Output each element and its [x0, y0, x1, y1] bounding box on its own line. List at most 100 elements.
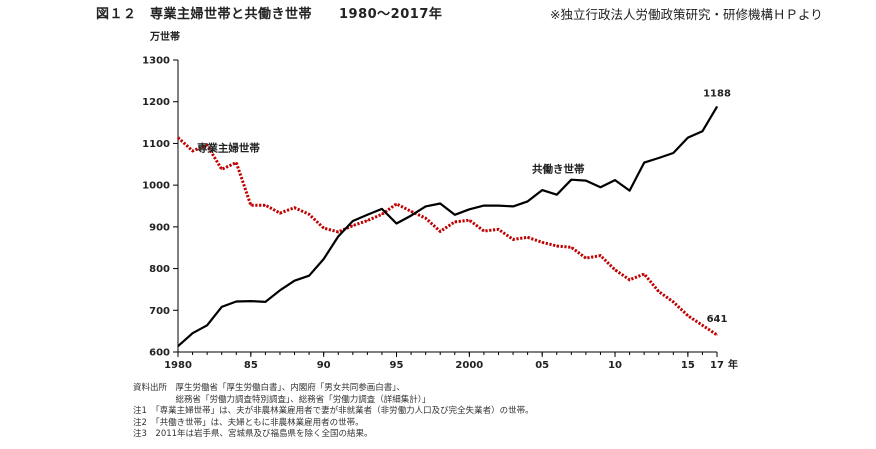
note-3: 注3 2011年は岩手県、宮城県及び福島県を除く全国の結果。 [133, 429, 373, 439]
data-point [352, 220, 354, 222]
data-point [454, 214, 456, 216]
data-point [643, 273, 645, 275]
x-tick-label: 10 [608, 360, 622, 371]
data-point [366, 214, 368, 216]
data-point [381, 213, 383, 215]
data-point [337, 235, 339, 238]
data-point [206, 144, 208, 146]
series-line-housewife [176, 136, 718, 337]
x-tick-label: 1980 [164, 360, 192, 371]
data-point [410, 214, 412, 217]
data-point [381, 208, 383, 210]
series-line-dual-income [177, 106, 718, 348]
data-point [221, 168, 223, 170]
footnotes: 資料出所 厚生労働省「厚生労働白書」、内閣府「男女共同参画白書」、 総務省「労働… [133, 383, 534, 441]
data-point [191, 332, 194, 334]
x-tick-label: 85 [244, 360, 258, 371]
data-point [556, 194, 558, 196]
note-source-continued: 総務省「労働力調査特別調査」、総務省「労働力調査（詳細集計）」 [133, 394, 431, 405]
data-point [323, 227, 325, 229]
data-point [687, 315, 689, 317]
data-point [293, 207, 296, 209]
data-point [643, 162, 645, 164]
data-point [658, 290, 660, 293]
data-point [454, 221, 456, 223]
data-point [250, 204, 252, 206]
data-point [352, 225, 354, 227]
data-point [235, 300, 237, 303]
data-point [468, 208, 470, 210]
data-point [439, 202, 441, 205]
data-point [614, 269, 616, 271]
x-axis-label: 年 [728, 358, 738, 371]
x-tick-label: 05 [535, 360, 549, 371]
x-tick-label: 2000 [455, 360, 483, 371]
data-point [701, 324, 704, 326]
series-label-housewife: 専業主婦世帯 [197, 142, 260, 155]
data-point [279, 289, 281, 291]
data-point [672, 301, 674, 303]
data-point [556, 245, 558, 247]
data-point [512, 238, 514, 240]
x-tick-label: 90 [317, 360, 331, 371]
data-point [585, 179, 587, 182]
data-point [599, 255, 602, 257]
y-tick-label: 1100 [142, 139, 170, 150]
x-axis-ticks: 1980 85 90 95 2000 05 10 15 17 [164, 352, 724, 371]
data-point [541, 241, 543, 243]
data-point [221, 306, 223, 308]
end-value-label-dual-income: 1188 [703, 89, 731, 100]
data-point [599, 186, 602, 188]
data-point [425, 205, 427, 208]
data-point [497, 228, 500, 230]
data-point [177, 136, 179, 139]
y-tick-label: 800 [149, 264, 170, 275]
data-point [191, 150, 194, 152]
data-point [483, 204, 485, 207]
x-tick-label: 15 [681, 360, 695, 371]
x-tick-label: 95 [390, 360, 404, 371]
note-source: 資料出所 厚生労働省「厚生労働白書」、内閣府「男女共同参画白書」、 [133, 383, 406, 393]
note-2: 注2 「共働き世帯」は、夫婦ともに非農林業雇用者の世帯。 [133, 417, 364, 428]
data-point [716, 334, 718, 336]
data-point [527, 200, 529, 203]
data-point [687, 136, 689, 139]
data-point [279, 212, 281, 214]
data-point [395, 203, 398, 205]
y-tick-label: 900 [149, 222, 170, 233]
figure-source-note: ※独立行政法人労働政策研究・研修機構ＨＰより [550, 7, 823, 22]
data-point [366, 220, 368, 222]
data-point [264, 204, 267, 206]
y-tick-label: 700 [149, 306, 170, 317]
series-layer [176, 106, 718, 348]
y-axis-label: 万世帯 [149, 30, 180, 43]
data-point [497, 204, 500, 207]
data-point [235, 162, 237, 164]
series-label-dual-income: 共働き世帯 [532, 163, 585, 176]
data-point [614, 179, 616, 181]
data-point [177, 345, 179, 347]
y-tick-label: 1000 [142, 181, 170, 192]
data-point [512, 205, 514, 208]
data-point [308, 213, 310, 215]
data-point [672, 152, 674, 154]
data-point [395, 222, 398, 225]
data-point [628, 279, 631, 281]
figure-title: 図１２ 専業主婦世帯と共働き世帯 1980～2017年 [96, 7, 443, 22]
data-point [701, 130, 704, 132]
data-point [293, 280, 296, 282]
data-point [483, 230, 485, 232]
data-point [628, 189, 631, 192]
data-point [570, 179, 572, 181]
data-point [658, 157, 660, 159]
data-point [716, 106, 718, 108]
data-point [264, 301, 267, 303]
y-axis-ticks: 600 700 800 900 1000 1100 1200 1300 [142, 56, 178, 359]
data-point [439, 230, 441, 233]
data-point [323, 258, 325, 260]
y-tick-label: 600 [149, 348, 170, 359]
data-point [425, 217, 427, 219]
data-point [308, 275, 310, 277]
data-point [337, 231, 339, 233]
data-point [570, 246, 572, 248]
